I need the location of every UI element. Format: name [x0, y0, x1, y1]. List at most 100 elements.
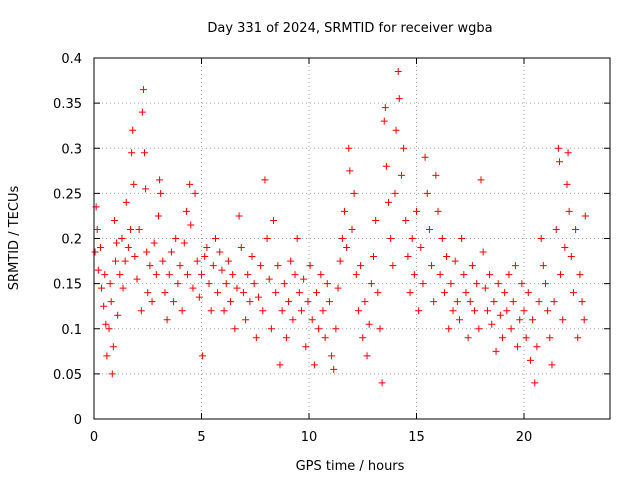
data-point	[295, 289, 303, 297]
data-point	[352, 271, 360, 279]
data-point	[172, 235, 180, 242]
data-point	[148, 298, 156, 306]
data-point	[155, 212, 162, 220]
data-point	[563, 180, 571, 188]
data-point	[101, 271, 109, 279]
data-point	[456, 316, 463, 324]
data-point	[278, 307, 286, 315]
data-point	[109, 343, 117, 351]
data-point	[103, 352, 111, 360]
data-point	[552, 225, 560, 233]
data-point	[546, 334, 554, 342]
data-point	[550, 298, 558, 306]
data-point	[114, 311, 122, 319]
data-point	[507, 325, 515, 333]
data-point	[98, 284, 106, 292]
data-point	[254, 293, 262, 301]
data-point	[252, 334, 260, 342]
data-point	[531, 379, 539, 387]
data-point	[535, 298, 543, 306]
data-point	[159, 257, 167, 265]
data-point	[119, 284, 127, 292]
data-point	[520, 307, 528, 315]
data-point	[494, 280, 502, 288]
data-point	[161, 289, 169, 297]
data-point	[130, 180, 138, 188]
data-point	[231, 325, 239, 333]
data-point	[216, 248, 224, 256]
y-tick-label: 0.05	[53, 368, 82, 383]
data-point	[205, 280, 213, 288]
data-points	[91, 68, 589, 387]
data-point	[576, 271, 584, 279]
data-point	[336, 257, 344, 265]
data-point	[285, 298, 293, 306]
data-point	[499, 334, 506, 342]
data-point	[141, 149, 149, 157]
data-point	[137, 307, 145, 315]
data-point	[235, 212, 243, 220]
data-point	[542, 280, 549, 288]
data-point	[555, 158, 563, 166]
data-point	[419, 280, 427, 288]
data-point	[121, 257, 129, 265]
data-point	[522, 334, 530, 342]
data-point	[387, 235, 395, 242]
data-point	[447, 280, 455, 288]
data-point	[189, 284, 197, 292]
data-point	[201, 253, 209, 261]
data-point	[272, 289, 280, 297]
data-point	[378, 379, 386, 387]
y-tick-label: 0.2	[61, 233, 82, 248]
data-point	[116, 271, 124, 279]
data-point	[569, 289, 577, 297]
data-point	[370, 253, 377, 261]
data-point	[406, 289, 414, 297]
data-point	[239, 289, 247, 297]
data-point	[174, 280, 182, 288]
data-point	[105, 325, 113, 333]
data-point	[526, 356, 534, 364]
data-point	[203, 244, 211, 252]
data-point	[365, 320, 373, 328]
data-point	[397, 171, 405, 179]
data-point	[128, 149, 136, 157]
data-point	[274, 262, 282, 270]
data-point	[481, 284, 489, 292]
data-point	[466, 298, 474, 306]
data-point	[367, 280, 375, 288]
data-point	[267, 325, 275, 333]
data-point	[244, 271, 252, 279]
data-point	[211, 235, 219, 242]
data-point	[430, 298, 438, 306]
data-point	[488, 320, 496, 328]
data-point	[381, 104, 389, 112]
data-point	[394, 68, 402, 76]
data-point	[157, 189, 165, 197]
data-point	[214, 289, 222, 297]
data-point	[328, 352, 336, 360]
y-axis-label: SRMTID / TECUs	[7, 186, 22, 291]
data-point	[165, 271, 173, 279]
data-point	[473, 280, 481, 288]
data-point	[191, 189, 199, 197]
data-point	[578, 298, 586, 306]
x-tick-label: 10	[301, 430, 318, 445]
data-point	[340, 207, 348, 215]
data-point	[580, 316, 588, 324]
data-point	[178, 307, 186, 315]
data-point	[282, 334, 290, 342]
y-tick-label: 0.25	[53, 187, 82, 202]
data-point	[227, 298, 235, 306]
y-tick-label: 0.15	[53, 278, 82, 293]
data-point	[321, 334, 329, 342]
data-point	[302, 343, 310, 351]
data-point	[310, 361, 318, 369]
data-point	[423, 189, 431, 197]
data-point	[170, 298, 178, 306]
data-point	[346, 167, 354, 175]
data-point	[486, 271, 494, 279]
chart-title: Day 331 of 2024, SRMTID for receiver wgb…	[207, 21, 492, 36]
data-point	[287, 257, 295, 265]
